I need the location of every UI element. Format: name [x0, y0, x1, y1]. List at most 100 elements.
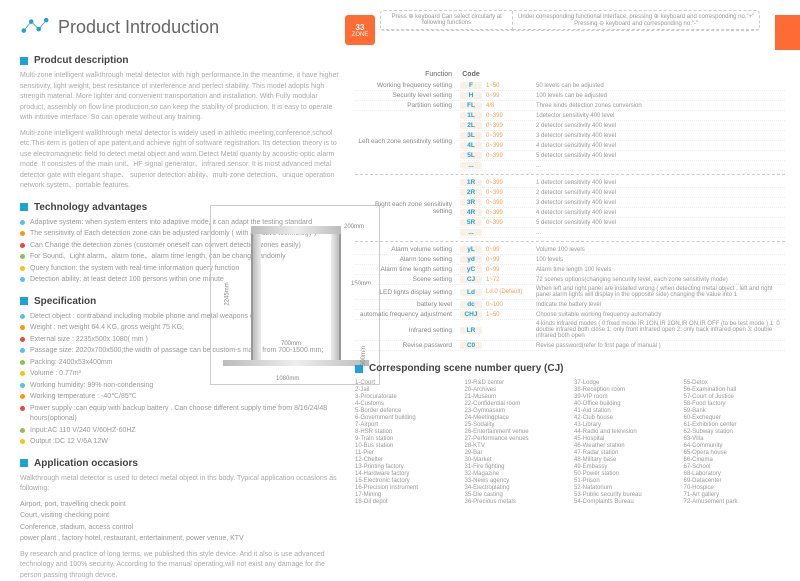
scene-item: 34-Electroplating: [465, 484, 567, 491]
right-zone-group: Right each zone sensitivity setting 1R0~…: [355, 178, 785, 238]
scene-item: 47-Radar station: [574, 449, 676, 456]
setting-function: Alarm volume setting: [355, 246, 460, 253]
zone-badge: 33 ZONE: [345, 15, 375, 45]
bullet-dot-icon: [20, 314, 25, 319]
setting-desc: 1 detector sensitivity 400 level: [532, 180, 785, 186]
setting-range: 0~399: [482, 133, 532, 139]
setting-desc: ...: [532, 230, 785, 236]
setting-code: 3R: [460, 199, 482, 206]
bullet-dot-icon: [20, 394, 25, 399]
scene-item: 64-Community: [684, 442, 786, 449]
setting-desc: 100 levels: [532, 257, 785, 263]
setting-code: 5L: [460, 152, 482, 159]
bullet-dot-icon: [20, 383, 25, 388]
settings-row: Partition settingFL4/8Three kinds detect…: [355, 101, 785, 111]
scene-item: 62-Subway station: [684, 428, 786, 435]
setting-desc: 2 detector sensitivity 400 level: [532, 190, 785, 196]
setting-desc: 1detector sensitivity 400 level: [532, 113, 785, 119]
setting-function: Security level setting: [355, 92, 460, 99]
setting-desc: 5 detector sensitivity 400 level: [532, 153, 785, 159]
title-row: Product Introduction: [20, 15, 340, 40]
scene-item: 8-HSR station: [355, 428, 457, 435]
bullet-dot-icon: [20, 243, 25, 248]
setting-code: 1R: [460, 179, 482, 186]
list-item-text: Query function: the system with real-tim…: [30, 264, 239, 275]
scene-item: 71-Art gallery: [684, 491, 786, 498]
setting-range: 1~72: [482, 277, 532, 283]
section-app-title: Application occasiors: [34, 458, 138, 469]
bullet-dot-icon: [20, 337, 25, 342]
setting-desc: 50 levels can be adjusted: [532, 83, 785, 89]
scene-item: 38-Reception room: [574, 386, 676, 393]
settings-table: Function Code Working frequency settingF…: [355, 71, 785, 351]
setting-desc: When left and right panel are installed …: [532, 286, 785, 298]
scene-item: 27-Performance venues: [465, 435, 567, 442]
list-item-text: Conference, stadium, access control: [20, 523, 133, 534]
app-p2: By research and practice of long terms, …: [20, 550, 340, 581]
scene-title: Corresponding scene number query (CJ): [369, 363, 563, 374]
bullet-dot-icon: [20, 360, 25, 365]
setting-range: 4/8: [482, 103, 532, 109]
settings-row: Alarm tone settingyd0~99100 levels: [355, 255, 785, 265]
scene-item: 66-Cinema: [684, 456, 786, 463]
setting-code: F: [460, 82, 482, 89]
orange-flag-icon: [775, 15, 800, 50]
scene-item: 29-Bar: [465, 449, 567, 456]
th-code: Code: [460, 71, 482, 78]
square-bullet-icon: [355, 365, 363, 373]
scene-item: 13-Printing factory: [355, 463, 457, 470]
scene-item: 24-Meetingplace: [465, 414, 567, 421]
list-item: Working temperature : -40℃/85℃: [20, 392, 340, 403]
app-p1: Walkthrough metal detector is used to de…: [20, 474, 340, 495]
right-panel: Press ⊕ keyboard Can select circularly a…: [350, 0, 800, 561]
setting-desc: Indicate the battery level: [532, 302, 785, 308]
setting-code: dc: [460, 301, 482, 308]
settings-row: Security level settingH0~99100 levels ca…: [355, 91, 785, 101]
scene-item: 35-Die casting: [465, 491, 567, 498]
scene-item: 67-School: [684, 463, 786, 470]
settings-row: LED lights display settingLdLd.0 (Defaul…: [355, 285, 785, 300]
setting-desc: 4 kinds infrared modes ( 0:fixed mode IR…: [532, 321, 785, 339]
setting-function: Alarm time length setting: [355, 266, 460, 273]
setting-range: 1~50: [482, 312, 532, 318]
setting-desc: 3 detector sensitivity 400 level: [532, 200, 785, 206]
scene-item: 32-Magazine: [465, 470, 567, 477]
scene-item: 5-Border defence: [355, 407, 457, 414]
setting-desc: 5 detector sensitivity 400 level: [532, 220, 785, 226]
setting-code: 5R: [460, 219, 482, 226]
setting-range: 0~399: [482, 190, 532, 196]
setting-code: yd: [460, 256, 482, 263]
section-desc-header: Prodcut description: [20, 55, 340, 66]
settings-row: 3R0~3993 detector sensitivity 400 level: [460, 198, 785, 208]
section-spec-title: Specification: [34, 296, 96, 307]
scene-item: 30-Market: [465, 456, 567, 463]
scene-item: 31-Fire fighting: [465, 463, 567, 470]
settings-row: 2L0~3992 detector sensitivity 400 level: [460, 121, 785, 131]
setting-range: 0~99: [482, 267, 532, 273]
settings-row: 1R0~3991 detector sensitivity 400 level: [460, 178, 785, 188]
setting-range: 0~399: [482, 180, 532, 186]
list-item-text: power plant , factory hotel, restaurant,…: [20, 534, 244, 545]
setting-desc: 3 detector sensitivity 400 level: [532, 133, 785, 139]
section-desc-title: Prodcut description: [34, 55, 128, 66]
setting-desc: 4 detector sensitivity 400 level: [532, 210, 785, 216]
setting-function: Alarm tone setting: [355, 256, 460, 263]
list-item-text: Court, visiting checking point: [20, 511, 109, 522]
dim-outer: 1080mm: [276, 376, 299, 382]
scene-item: 56-Examination hall: [684, 386, 786, 393]
right-zone-label: Right each zone sensitivity setting: [355, 178, 460, 238]
setting-function: Scene setting: [355, 276, 460, 283]
bullet-dot-icon: [20, 428, 25, 433]
zone-num: 33: [356, 23, 365, 32]
setting-code: H: [460, 92, 482, 99]
list-item-text: External size : 2235x500x 1080( mm ): [30, 335, 148, 346]
bullet-dot-icon: [20, 439, 25, 444]
settings-row: 1L0~3991detector sensitivity 400 level: [460, 111, 785, 121]
scene-item: 2-Jail: [355, 386, 457, 393]
scene-item: 6-Government building: [355, 414, 457, 421]
scene-item: 17-Mining: [355, 491, 457, 498]
scene-item: 7-Airport: [355, 421, 457, 428]
list-item-text: Airport, port, travelling check point: [20, 500, 126, 511]
desc-p1: Multi-zone intelligent walkthrough metal…: [20, 71, 340, 124]
setting-desc: 4 detector sensitivity 400 level: [532, 143, 785, 149]
